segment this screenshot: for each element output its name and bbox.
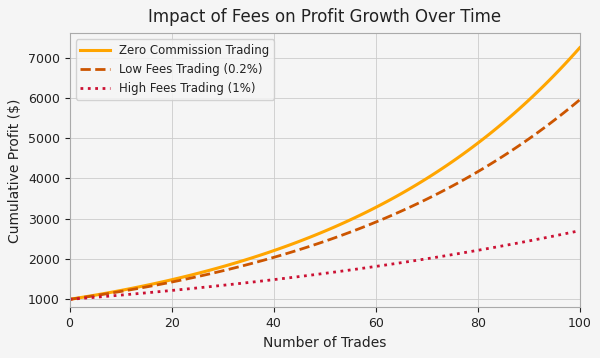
Line: High Fees Trading (1%): High Fees Trading (1%) xyxy=(70,231,580,299)
High Fees Trading (1%) xyxy=(301,274,308,278)
High Fees Trading (1%) xyxy=(194,286,201,290)
Zero Commission Trading xyxy=(102,291,109,295)
Zero Commission Trading xyxy=(66,297,73,301)
Low Fees Trading (0.2%) xyxy=(423,197,430,201)
High Fees Trading (1%) xyxy=(102,294,109,299)
High Fees Trading (1%) xyxy=(372,264,379,268)
Title: Impact of Fees on Profit Growth Over Time: Impact of Fees on Profit Growth Over Tim… xyxy=(148,8,501,26)
Y-axis label: Cumulative Profit ($): Cumulative Profit ($) xyxy=(8,98,22,243)
High Fees Trading (1%) xyxy=(66,297,73,301)
Line: Low Fees Trading (0.2%): Low Fees Trading (0.2%) xyxy=(70,100,580,299)
High Fees Trading (1%) xyxy=(576,228,583,233)
Low Fees Trading (0.2%) xyxy=(301,246,308,250)
Low Fees Trading (0.2%) xyxy=(66,297,73,301)
X-axis label: Number of Trades: Number of Trades xyxy=(263,336,386,350)
Low Fees Trading (0.2%) xyxy=(576,98,583,102)
Low Fees Trading (0.2%) xyxy=(194,275,201,279)
Low Fees Trading (0.2%) xyxy=(372,220,379,224)
Zero Commission Trading xyxy=(194,271,201,276)
Low Fees Trading (0.2%) xyxy=(102,292,109,296)
Zero Commission Trading xyxy=(576,45,583,50)
Low Fees Trading (0.2%) xyxy=(449,184,456,188)
Line: Zero Commission Trading: Zero Commission Trading xyxy=(70,48,580,299)
Zero Commission Trading xyxy=(372,205,379,209)
Zero Commission Trading xyxy=(301,237,308,242)
High Fees Trading (1%) xyxy=(449,252,456,257)
High Fees Trading (1%) xyxy=(423,257,430,261)
Zero Commission Trading xyxy=(423,176,430,181)
Zero Commission Trading xyxy=(449,160,456,164)
Legend: Zero Commission Trading, Low Fees Trading (0.2%), High Fees Trading (1%): Zero Commission Trading, Low Fees Tradin… xyxy=(76,39,274,100)
